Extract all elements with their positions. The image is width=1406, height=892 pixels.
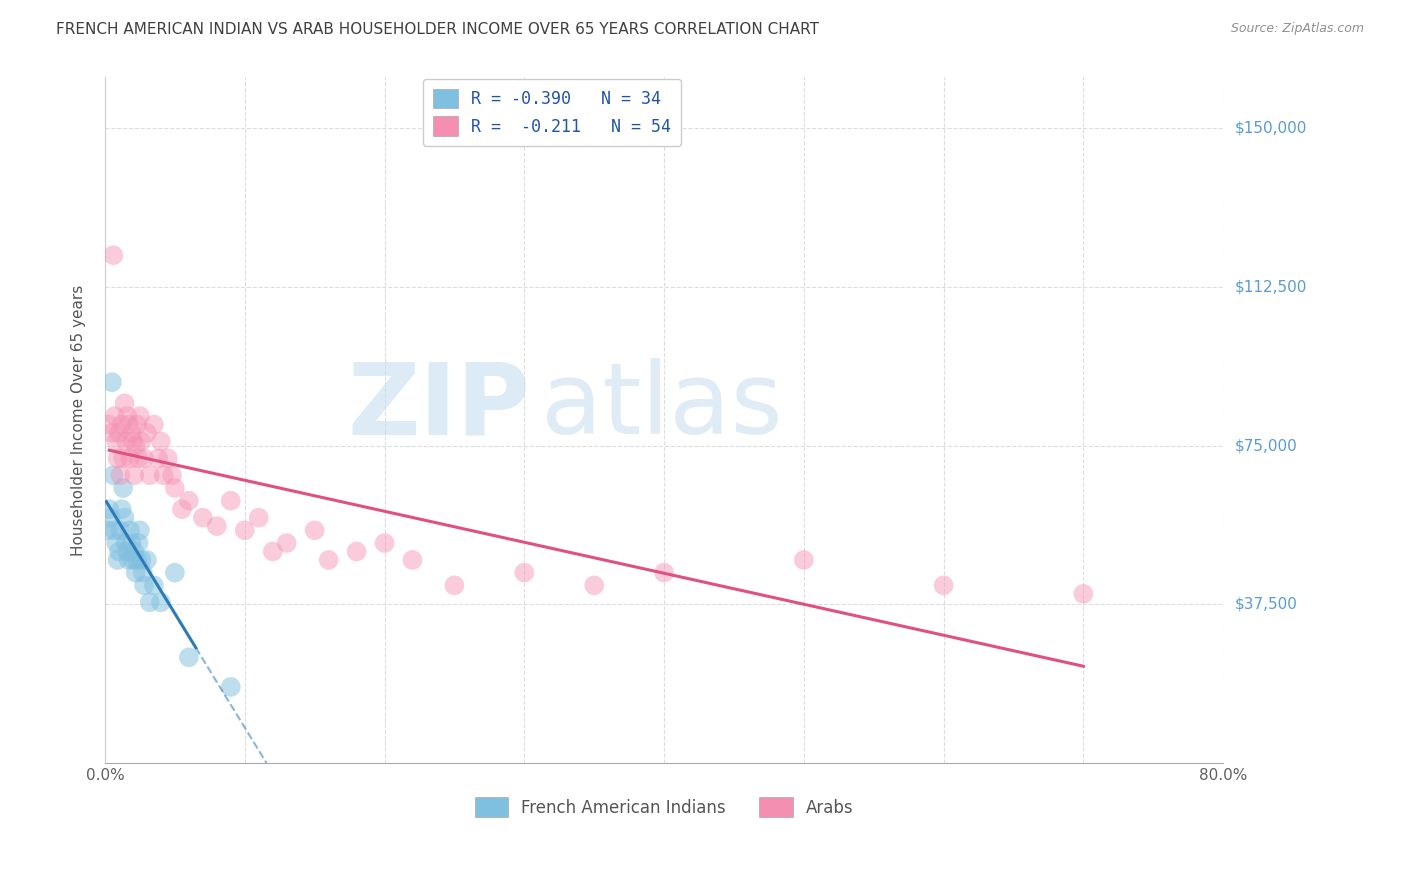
Point [121, 536, 143, 550]
Point [98, 502, 121, 516]
Point [125, 566, 148, 580]
Point [146, 451, 169, 466]
Point [131, 553, 153, 567]
Point [120, 524, 142, 538]
Text: atlas: atlas [541, 358, 783, 455]
Point [163, 566, 186, 580]
Point [117, 409, 139, 423]
Point [652, 566, 675, 580]
Text: Source: ZipAtlas.com: Source: ZipAtlas.com [1230, 22, 1364, 36]
Point [134, 578, 156, 592]
Point [101, 375, 124, 389]
Point [138, 595, 160, 609]
Point [219, 680, 242, 694]
Point [97, 524, 120, 538]
Point [127, 417, 149, 432]
Point [401, 553, 423, 567]
Point [219, 493, 242, 508]
Point [121, 425, 143, 440]
Point [104, 524, 127, 538]
Point [373, 536, 395, 550]
Point [124, 468, 146, 483]
Point [108, 425, 131, 440]
Point [128, 451, 150, 466]
Point [149, 595, 172, 609]
Point [122, 553, 145, 567]
Point [120, 451, 142, 466]
Point [191, 510, 214, 524]
Point [132, 566, 155, 580]
Text: $75,000: $75,000 [1234, 438, 1296, 453]
Point [149, 434, 172, 449]
Point [932, 578, 955, 592]
Point [129, 524, 152, 538]
Text: FRENCH AMERICAN INDIAN VS ARAB HOUSEHOLDER INCOME OVER 65 YEARS CORRELATION CHAR: FRENCH AMERICAN INDIAN VS ARAB HOUSEHOLD… [56, 22, 820, 37]
Point [135, 553, 157, 567]
Point [103, 248, 125, 262]
Point [170, 502, 193, 516]
Point [142, 578, 165, 592]
Point [156, 451, 179, 466]
Point [98, 417, 121, 432]
Point [118, 417, 141, 432]
Point [205, 519, 228, 533]
Point [114, 510, 136, 524]
Text: $112,500: $112,500 [1234, 279, 1306, 294]
Point [104, 409, 127, 423]
Point [163, 481, 186, 495]
Text: ZIP: ZIP [347, 358, 530, 455]
Point [115, 434, 138, 449]
Point [110, 524, 132, 538]
Point [134, 451, 156, 466]
Point [118, 553, 141, 567]
Point [129, 409, 152, 423]
Legend: French American Indians, Arabs: French American Indians, Arabs [468, 791, 860, 823]
Y-axis label: Householder Income Over 65 years: Householder Income Over 65 years [72, 285, 86, 556]
Point [247, 510, 270, 524]
Point [233, 524, 256, 538]
Point [262, 544, 284, 558]
Point [107, 451, 129, 466]
Text: $37,500: $37,500 [1234, 597, 1298, 612]
Point [138, 468, 160, 483]
Point [117, 544, 139, 558]
Point [276, 536, 298, 550]
Point [177, 650, 200, 665]
Point [108, 544, 131, 558]
Point [127, 553, 149, 567]
Point [318, 553, 340, 567]
Text: $150,000: $150,000 [1234, 120, 1306, 136]
Point [101, 425, 124, 440]
Point [100, 510, 122, 524]
Point [107, 553, 129, 567]
Point [124, 544, 146, 558]
Point [115, 536, 138, 550]
Point [105, 434, 128, 449]
Point [131, 434, 153, 449]
Point [304, 524, 326, 538]
Point [1073, 587, 1095, 601]
Point [112, 481, 135, 495]
Point [346, 544, 368, 558]
Point [114, 396, 136, 410]
Point [513, 566, 536, 580]
Point [142, 417, 165, 432]
Point [160, 468, 183, 483]
Point [125, 439, 148, 453]
Point [111, 417, 134, 432]
Point [103, 468, 125, 483]
Point [112, 451, 135, 466]
Point [583, 578, 606, 592]
Point [122, 434, 145, 449]
Point [793, 553, 815, 567]
Point [128, 536, 150, 550]
Point [105, 536, 128, 550]
Point [177, 493, 200, 508]
Point [111, 502, 134, 516]
Point [110, 468, 132, 483]
Point [443, 578, 465, 592]
Point [135, 425, 157, 440]
Point [152, 468, 174, 483]
